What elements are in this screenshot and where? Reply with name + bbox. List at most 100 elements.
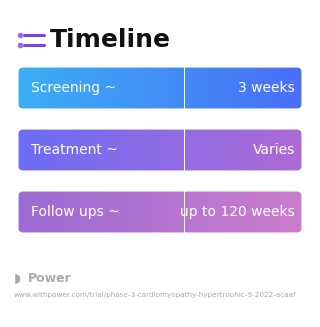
Bar (58, 124, 59, 176)
Bar (122, 62, 123, 114)
Bar (122, 124, 123, 176)
Bar (158, 124, 159, 176)
Bar (109, 124, 110, 176)
Bar (159, 186, 160, 238)
Bar (292, 186, 293, 238)
Bar (218, 186, 219, 238)
Bar (268, 124, 269, 176)
Bar (59, 186, 60, 238)
Bar (256, 124, 257, 176)
Bar (48, 124, 49, 176)
Bar (80, 124, 81, 176)
Bar (109, 62, 110, 114)
Bar (211, 124, 212, 176)
Bar (36, 124, 37, 176)
Bar (111, 124, 112, 176)
Bar (65, 124, 66, 176)
Bar (265, 186, 266, 238)
Bar (74, 124, 75, 176)
Bar (52, 186, 53, 238)
Bar (174, 186, 175, 238)
Bar (294, 62, 295, 114)
Bar (206, 186, 207, 238)
Bar (111, 62, 112, 114)
Bar (172, 124, 173, 176)
Bar (88, 124, 90, 176)
Bar (207, 124, 208, 176)
Bar (151, 186, 152, 238)
Bar (114, 186, 115, 238)
Bar (96, 62, 97, 114)
Bar (84, 124, 85, 176)
Bar (73, 186, 74, 238)
Bar (58, 186, 59, 238)
Bar (85, 124, 86, 176)
Bar (197, 124, 198, 176)
Bar (210, 186, 211, 238)
Bar (240, 62, 241, 114)
Bar (241, 62, 242, 114)
Bar (302, 124, 303, 176)
Bar (191, 124, 192, 176)
Bar (256, 186, 257, 238)
Bar (16, 124, 17, 176)
Bar (254, 62, 255, 114)
Bar (166, 62, 167, 114)
Bar (258, 186, 259, 238)
Bar (155, 124, 156, 176)
Bar (214, 186, 215, 238)
Bar (95, 186, 96, 238)
Bar (182, 62, 184, 114)
Bar (28, 62, 29, 114)
Bar (73, 62, 74, 114)
Bar (255, 124, 256, 176)
Bar (274, 62, 275, 114)
Bar (59, 124, 60, 176)
Bar (90, 62, 91, 114)
Bar (49, 124, 50, 176)
Bar (131, 124, 132, 176)
Bar (188, 186, 189, 238)
Bar (203, 186, 204, 238)
Bar (25, 62, 26, 114)
Bar (143, 124, 144, 176)
Bar (120, 186, 121, 238)
Bar (130, 124, 131, 176)
Bar (91, 124, 92, 176)
Bar (223, 124, 224, 176)
Bar (276, 124, 277, 176)
Bar (286, 186, 287, 238)
Bar (151, 62, 152, 114)
Bar (148, 124, 149, 176)
Bar (124, 62, 125, 114)
Bar (155, 62, 156, 114)
Bar (189, 186, 190, 238)
Bar (127, 124, 128, 176)
Bar (143, 186, 144, 238)
Bar (215, 186, 216, 238)
Bar (168, 186, 169, 238)
Bar (53, 124, 54, 176)
Bar (151, 124, 152, 176)
Bar (158, 62, 159, 114)
Bar (138, 124, 139, 176)
Bar (252, 124, 253, 176)
Bar (117, 124, 118, 176)
Bar (145, 186, 146, 238)
Bar (208, 124, 209, 176)
Bar (66, 62, 67, 114)
Bar (64, 124, 65, 176)
Bar (18, 186, 19, 238)
Bar (100, 62, 101, 114)
Bar (133, 186, 134, 238)
Bar (219, 124, 220, 176)
Bar (79, 62, 80, 114)
Bar (246, 186, 247, 238)
Bar (273, 62, 274, 114)
Bar (273, 186, 274, 238)
Bar (290, 186, 291, 238)
Bar (167, 62, 168, 114)
Bar (293, 186, 294, 238)
Bar (194, 124, 195, 176)
Bar (106, 186, 107, 238)
